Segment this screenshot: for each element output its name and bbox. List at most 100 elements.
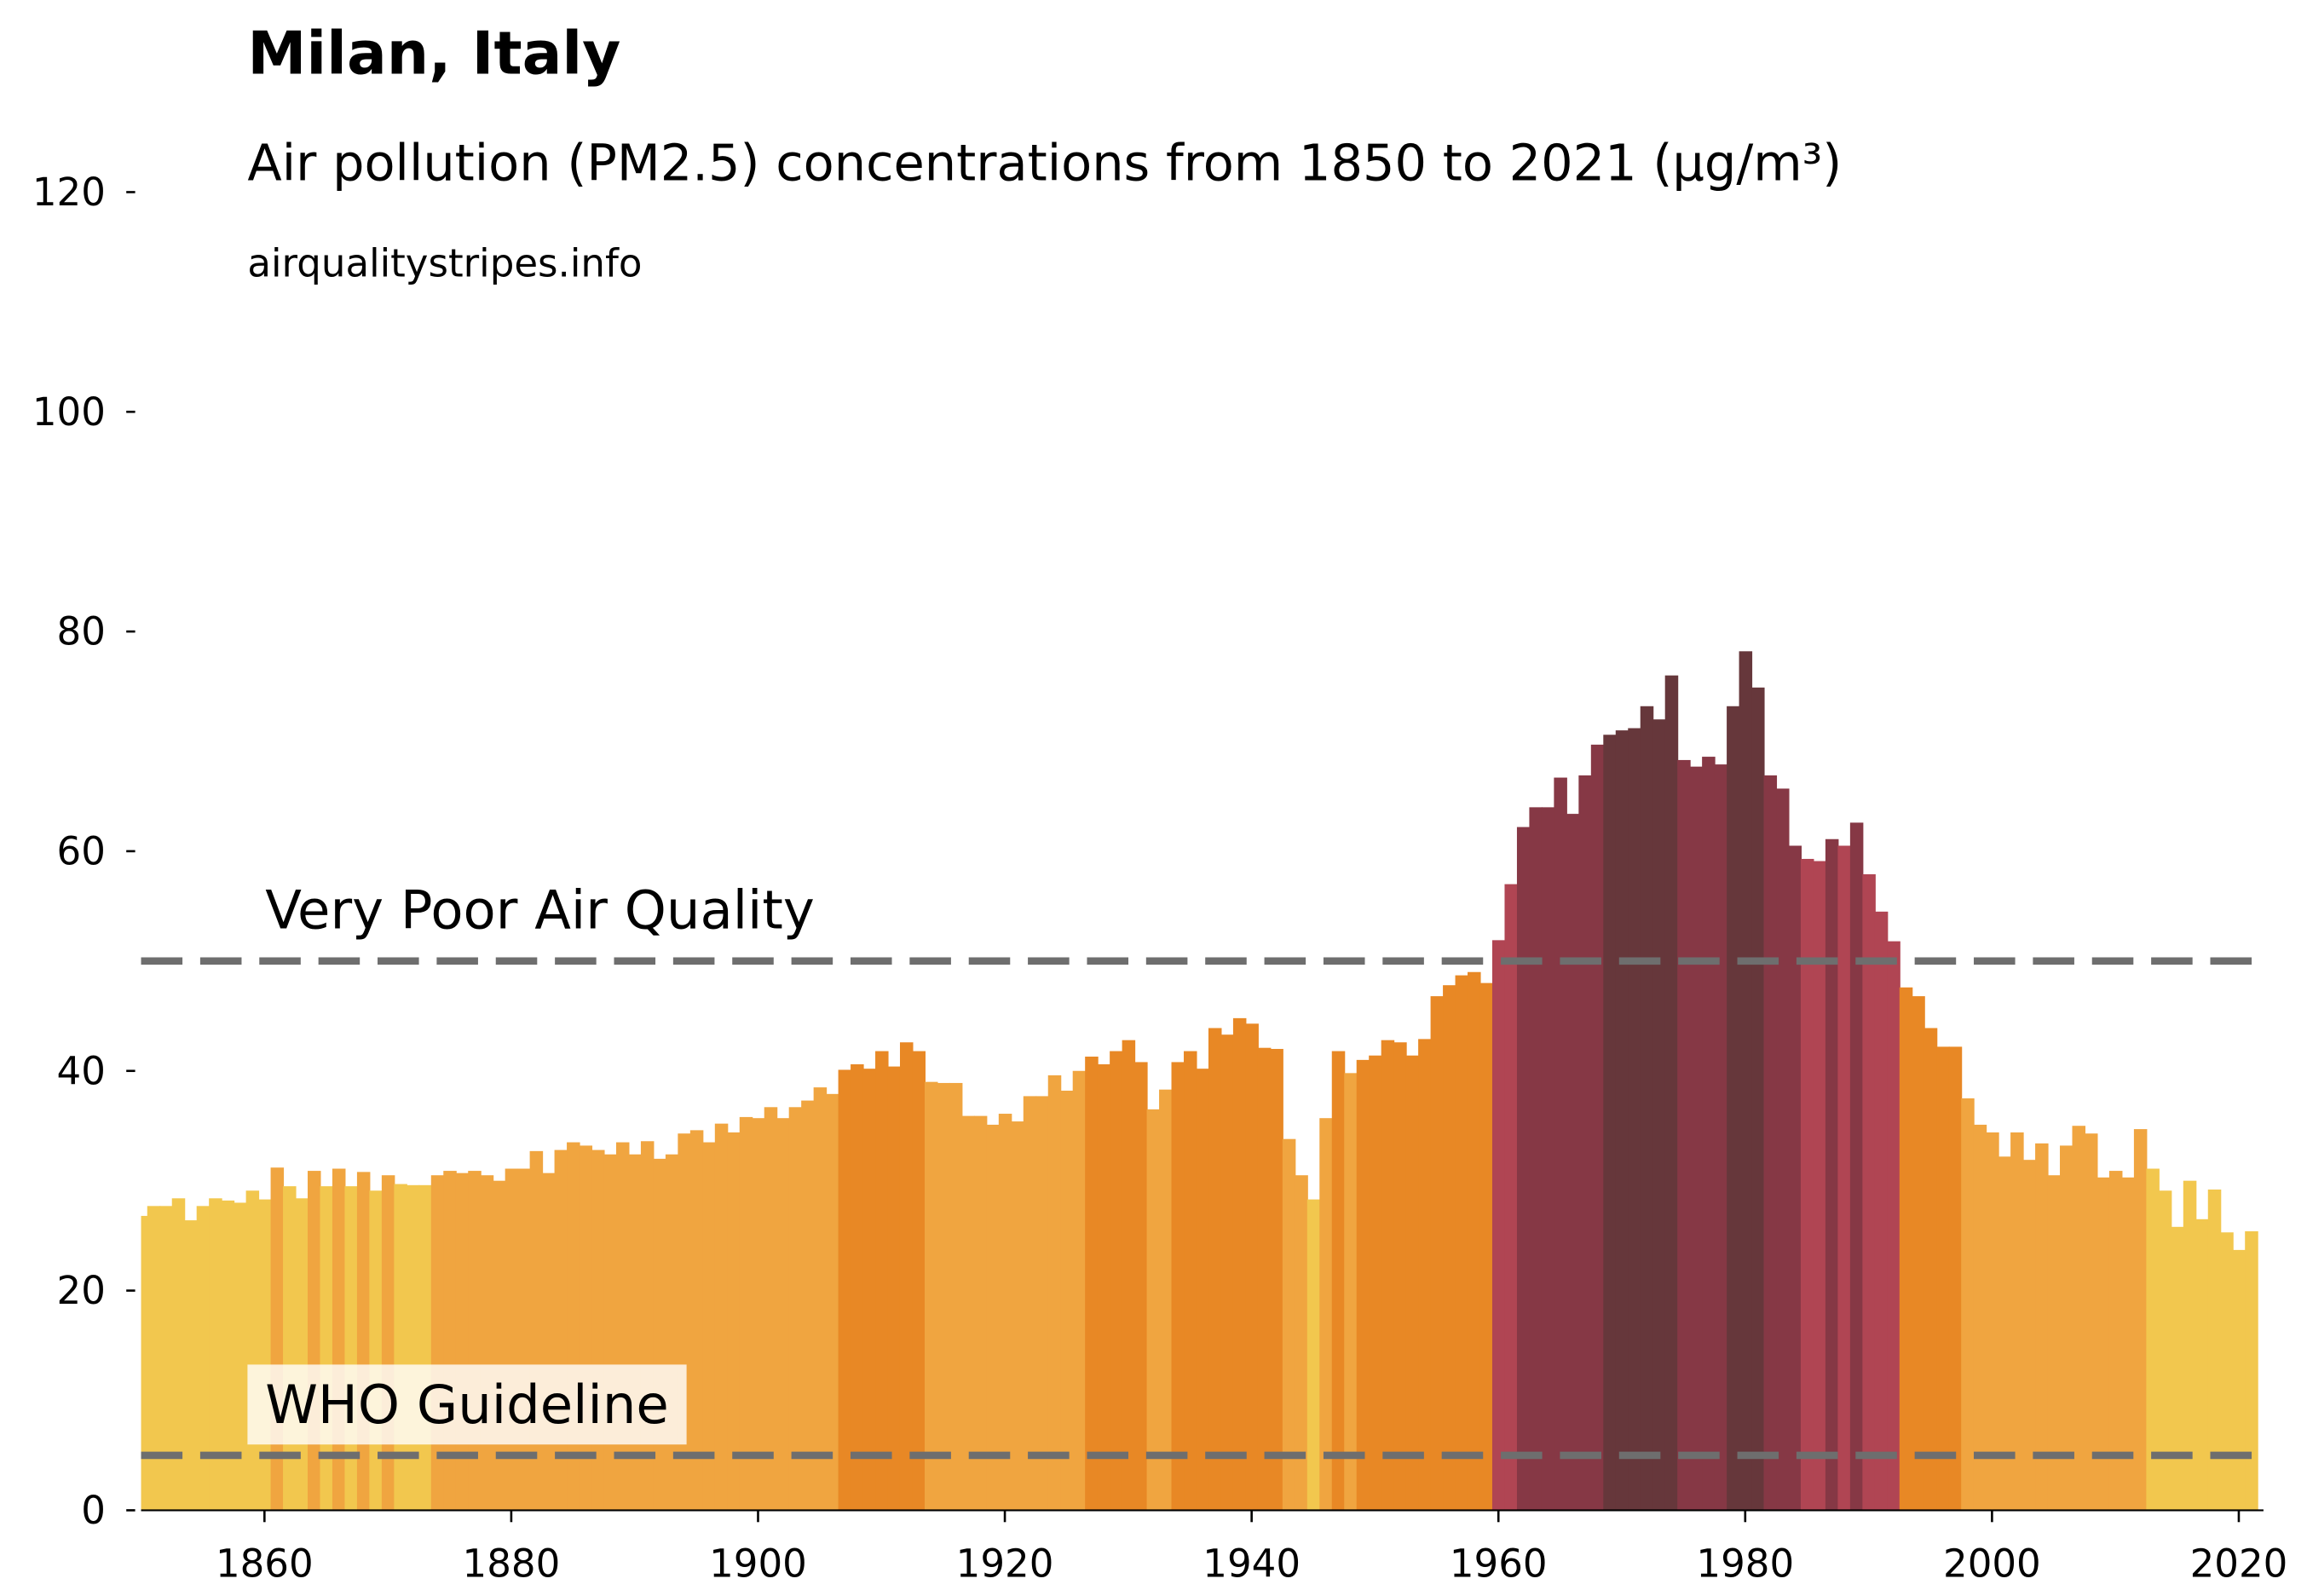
bar [998, 1114, 1012, 1511]
bar [1628, 728, 1641, 1511]
bar [1677, 759, 1691, 1511]
chart-title: Milan, Italy [247, 20, 620, 89]
bar [2220, 1232, 2234, 1511]
bar [2207, 1189, 2222, 1511]
bar [1110, 1051, 1123, 1511]
bar [1578, 775, 1592, 1511]
bar [2035, 1143, 2049, 1511]
bar [1554, 777, 1567, 1511]
bar [764, 1107, 778, 1511]
bar [1936, 1046, 1950, 1511]
bar [1479, 982, 1494, 1511]
bar [2108, 1171, 2123, 1511]
bar [1874, 911, 1889, 1511]
bar [394, 1184, 407, 1511]
y-tick-label: 40 [57, 1048, 106, 1093]
bar [159, 1206, 173, 1511]
y-tick-label: 120 [32, 170, 106, 215]
bar [1998, 1156, 2012, 1511]
bar [1146, 1109, 1161, 1511]
bar [961, 1115, 975, 1511]
bar [1899, 987, 1913, 1511]
bar [258, 1199, 272, 1511]
bar [307, 1171, 321, 1511]
bar [320, 1186, 333, 1511]
bar [1060, 1090, 1074, 1511]
bar [1763, 775, 1778, 1511]
bar [1973, 1124, 1987, 1511]
bar [851, 1064, 864, 1511]
y-tick-label: 80 [57, 609, 106, 654]
bar [1072, 1070, 1087, 1511]
bar [1208, 1028, 1222, 1511]
bar [752, 1118, 765, 1511]
bar [1270, 1048, 1283, 1511]
bar [147, 1206, 161, 1511]
bar [1245, 1023, 1259, 1511]
bar [702, 1142, 716, 1511]
bar [468, 1171, 482, 1511]
bar [1986, 1132, 1999, 1511]
bar [986, 1124, 1000, 1511]
bar [2133, 1129, 2148, 1511]
annotation-label: Very Poor Air Quality [265, 879, 815, 942]
bar [1011, 1121, 1024, 1511]
bar [196, 1206, 211, 1511]
bar [1035, 1096, 1049, 1511]
bar [912, 1051, 926, 1511]
bar [887, 1066, 902, 1511]
bar [1603, 735, 1617, 1511]
bar [862, 1069, 877, 1511]
bar [2183, 1180, 2197, 1511]
bar [2010, 1132, 2024, 1511]
bar [1825, 838, 1839, 1511]
bar [924, 1081, 938, 1511]
bar [1751, 687, 1765, 1511]
bar [1369, 1055, 1382, 1511]
bar [1295, 1175, 1308, 1511]
bar [826, 1093, 839, 1511]
annotation-label: WHO Guideline [265, 1374, 669, 1436]
bar [344, 1186, 358, 1511]
bar [1171, 1062, 1185, 1511]
bar [356, 1172, 371, 1511]
bar [801, 1100, 815, 1511]
bar [1491, 940, 1506, 1511]
bar [2158, 1190, 2172, 1511]
bar [1714, 764, 1728, 1511]
bar [1159, 1089, 1173, 1511]
bar [1739, 651, 1753, 1511]
x-tick-label: 1900 [709, 1541, 807, 1586]
bar [542, 1173, 556, 1511]
bar [813, 1087, 828, 1511]
bar [1085, 1057, 1099, 1511]
bar [1468, 971, 1481, 1511]
bar [2232, 1249, 2246, 1511]
bar [1220, 1034, 1234, 1511]
bar [1615, 730, 1629, 1511]
bar [714, 1123, 729, 1511]
bar [1788, 845, 1802, 1511]
bar [184, 1220, 198, 1511]
bar [283, 1186, 297, 1511]
bar [1640, 706, 1654, 1511]
bar [171, 1198, 186, 1511]
bar [1331, 1051, 1346, 1511]
bar [1516, 827, 1531, 1511]
bar [689, 1130, 704, 1511]
bar [245, 1190, 260, 1511]
x-tick-label: 1880 [463, 1541, 561, 1586]
x-tick-label: 2020 [2190, 1541, 2288, 1586]
bar [1455, 975, 1469, 1511]
bar [1961, 1098, 1975, 1511]
bar [727, 1132, 741, 1511]
bar [1405, 1055, 1420, 1511]
bar [430, 1175, 445, 1511]
bar [788, 1107, 803, 1511]
bar [1837, 845, 1851, 1511]
bar [1800, 858, 1814, 1511]
bar [2171, 1226, 2184, 1511]
bar [1849, 822, 1864, 1511]
bar [1023, 1096, 1037, 1511]
bar [2146, 1168, 2160, 1511]
